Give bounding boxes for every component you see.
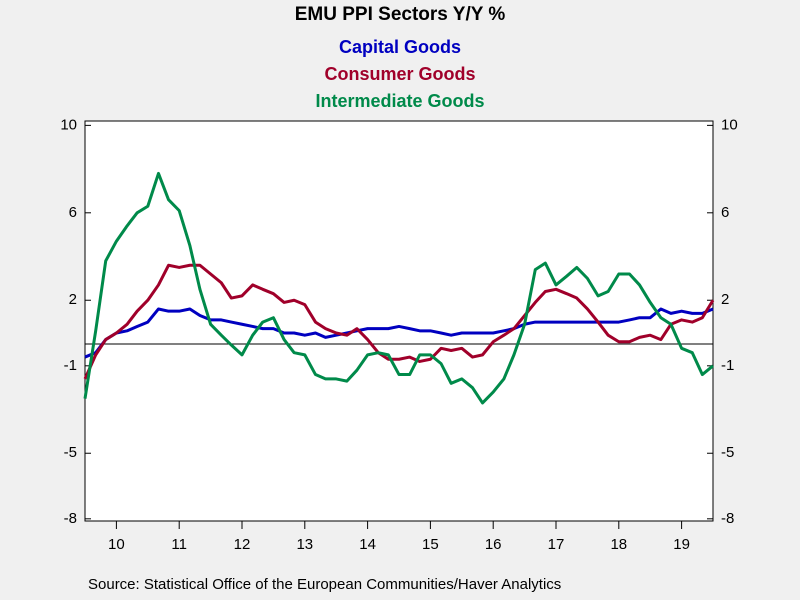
x-tick-label: 11 <box>171 536 187 553</box>
y2-tick-label: 6 <box>721 204 729 221</box>
y-tick-label: 10 <box>60 116 77 133</box>
legend-entry: Consumer Goods <box>324 64 475 84</box>
series-line <box>83 263 715 380</box>
x-tick-label: 19 <box>673 536 690 553</box>
y2-tick-label: -1 <box>721 357 734 374</box>
y2-tick-label: 2 <box>721 291 729 308</box>
x-tick-label: 17 <box>548 536 565 553</box>
x-tick-label: 12 <box>234 536 251 553</box>
y-tick-label: 6 <box>69 204 77 221</box>
x-tick-label: 13 <box>296 536 313 553</box>
series-line <box>84 307 714 359</box>
x-tick-label: 15 <box>422 536 439 553</box>
legend-entry: Capital Goods <box>339 37 461 57</box>
y2-tick-label: -5 <box>721 444 734 461</box>
y2-tick-label: 10 <box>721 116 738 133</box>
x-tick-label: 16 <box>485 536 502 553</box>
y2-tick-label: -8 <box>721 510 734 527</box>
y-tick-label: -5 <box>64 444 77 461</box>
x-tick-label: 18 <box>610 536 627 553</box>
y-tick-label: 2 <box>69 291 77 308</box>
y-tick-label: -8 <box>64 510 77 527</box>
x-tick-label: 10 <box>108 536 125 553</box>
y-tick-label: -1 <box>64 357 77 374</box>
source: Source: Statistical Office of the Europe… <box>88 576 561 593</box>
x-tick-label: 14 <box>359 536 376 553</box>
series-line <box>83 171 714 405</box>
legend-entry: Intermediate Goods <box>315 91 484 111</box>
chart-title: EMU PPI Sectors Y/Y % <box>295 4 506 25</box>
